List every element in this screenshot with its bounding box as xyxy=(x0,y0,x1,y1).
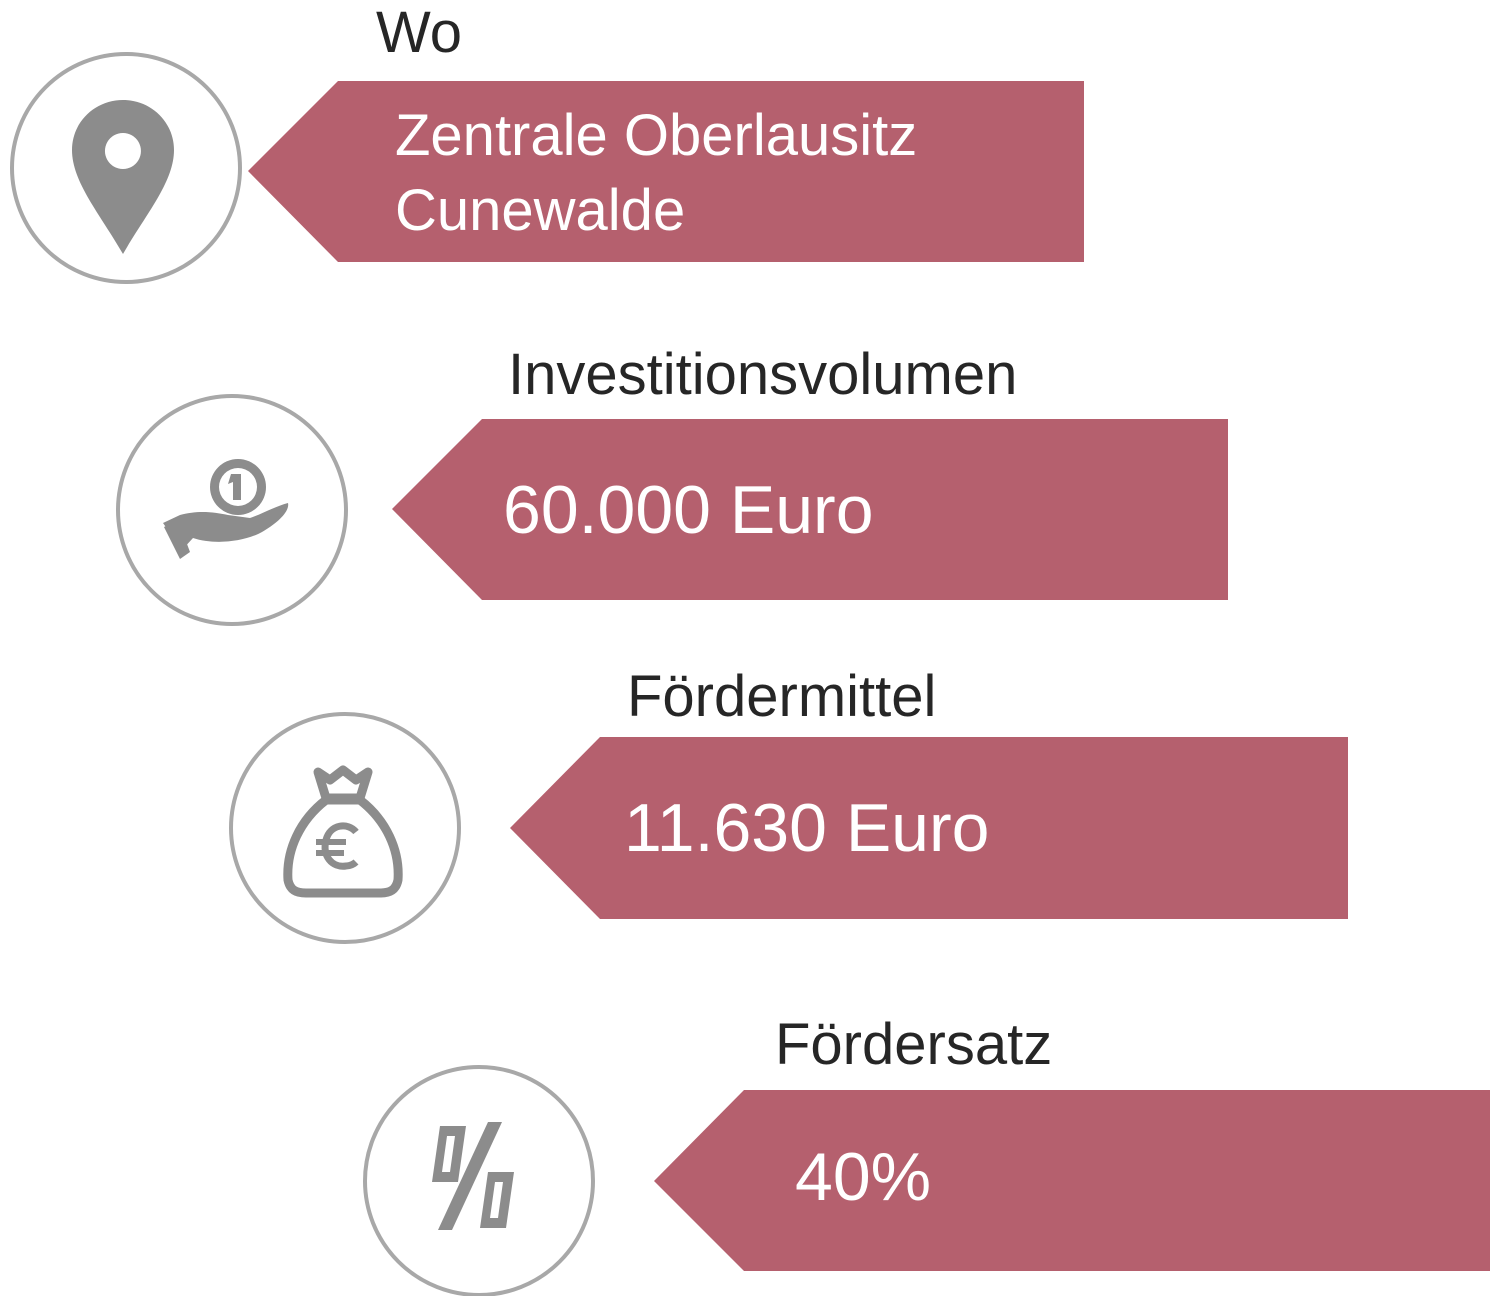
item-value: 60.000 Euro xyxy=(503,472,874,548)
item-investment: Investitionsvolumen 60.000 Euro xyxy=(116,342,1228,626)
item-label: Fördersatz xyxy=(775,1012,1052,1077)
icon-ring xyxy=(363,1065,595,1296)
banner xyxy=(654,1090,1490,1271)
item-rate: Fördersatz 40% xyxy=(363,1012,1490,1296)
item-value: 40% xyxy=(795,1139,931,1215)
item-value: 11.630 Euro xyxy=(624,790,989,866)
item-funding: Fördermittel 11.630 Euro xyxy=(229,664,1348,944)
item-value: Cunewalde xyxy=(395,178,685,243)
item-location: Wo Zentrale Oberlausitz Cunewalde xyxy=(10,0,1084,284)
banner xyxy=(510,737,1348,919)
pin-icon xyxy=(72,100,174,254)
item-label: Fördermittel xyxy=(627,664,936,729)
percent-icon xyxy=(432,1122,514,1230)
banner xyxy=(248,81,1084,262)
hand-coin-icon xyxy=(163,459,289,559)
item-label: Investitionsvolumen xyxy=(508,342,1017,407)
item-label: Wo xyxy=(376,0,462,65)
banner xyxy=(392,419,1228,600)
item-value: Zentrale Oberlausitz xyxy=(395,103,917,168)
icon-ring xyxy=(10,52,242,284)
money-bag-icon xyxy=(283,765,403,898)
